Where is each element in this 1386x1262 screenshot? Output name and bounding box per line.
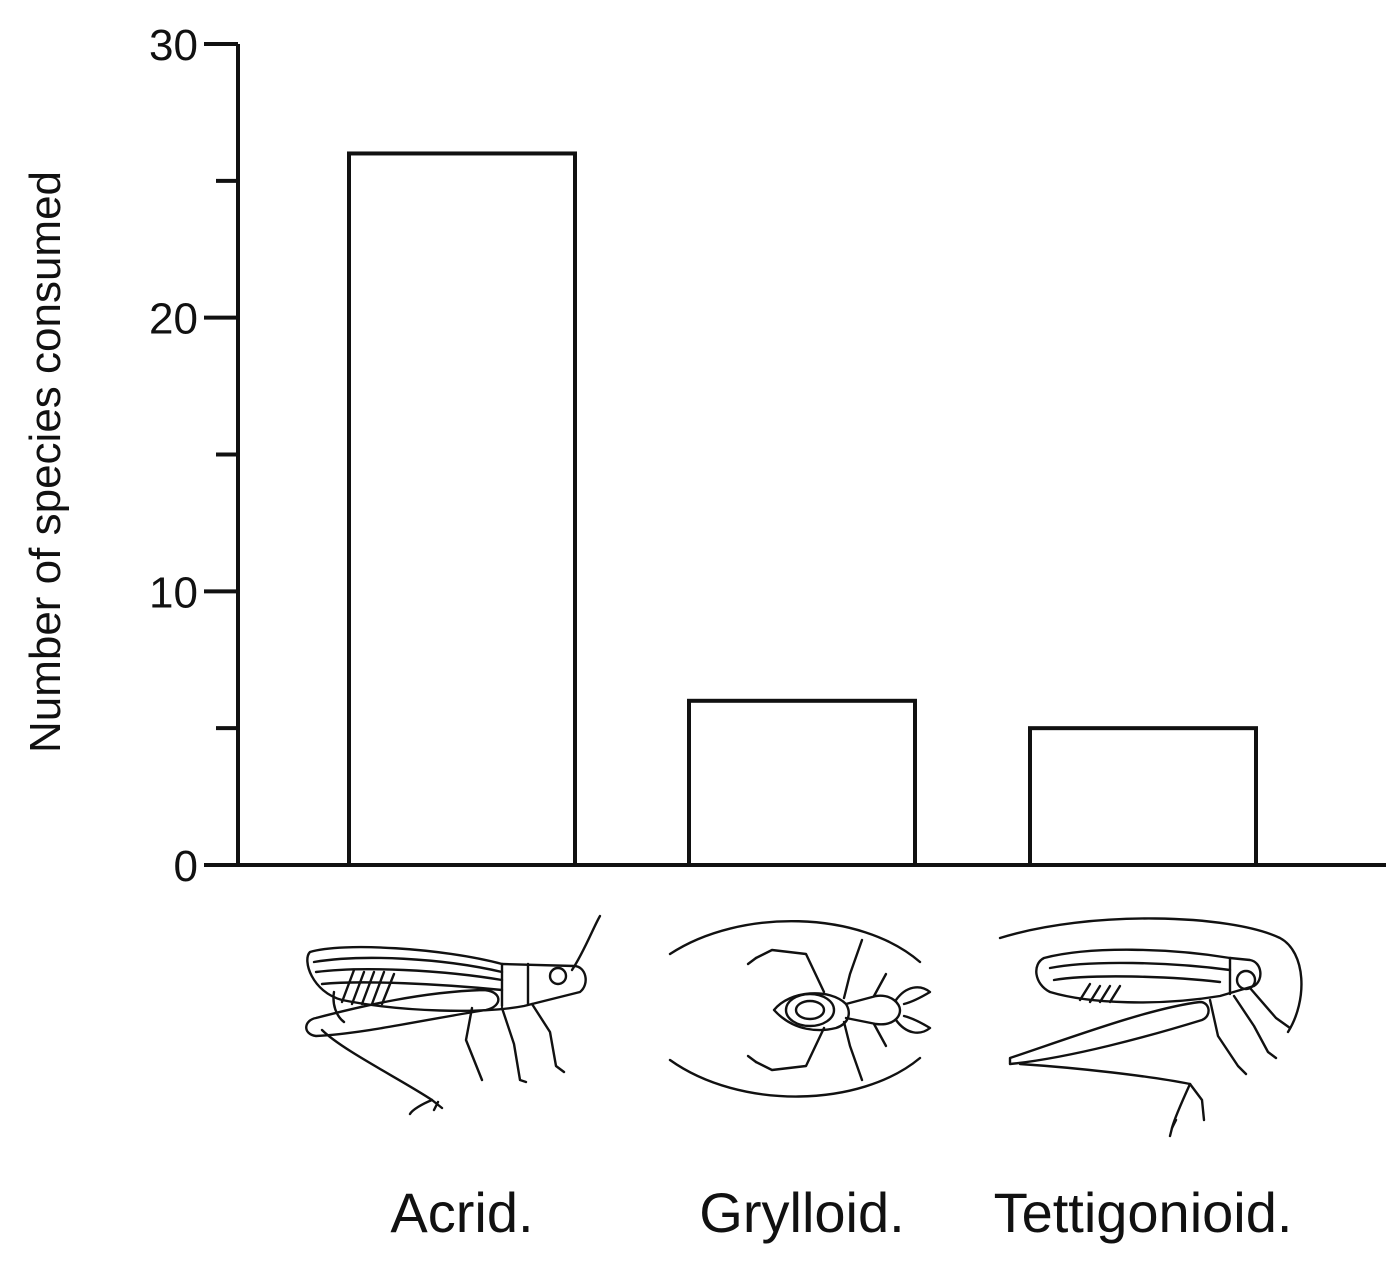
category-label: Tettigonioid.	[994, 1181, 1293, 1244]
bar	[687, 698, 917, 867]
bars	[347, 151, 1258, 868]
y-tick-label: 20	[149, 295, 198, 344]
grasshopper-icon	[305, 914, 602, 1116]
category-labels: Acrid. Grylloid. Tettigonioid.	[390, 1181, 1292, 1244]
y-tick-label: 10	[149, 568, 198, 617]
y-axis-title: Number of species consumed	[21, 171, 70, 753]
category-label: Acrid.	[390, 1181, 533, 1244]
y-tick-label: 0	[174, 842, 198, 891]
katydid-icon	[998, 917, 1303, 1138]
cricket-icon	[668, 919, 932, 1098]
y-tick-label: 30	[149, 21, 198, 70]
bar	[1028, 726, 1258, 868]
bar	[347, 151, 577, 867]
category-label: Grylloid.	[699, 1181, 904, 1244]
y-axis: 0 10 20 30	[149, 21, 240, 891]
